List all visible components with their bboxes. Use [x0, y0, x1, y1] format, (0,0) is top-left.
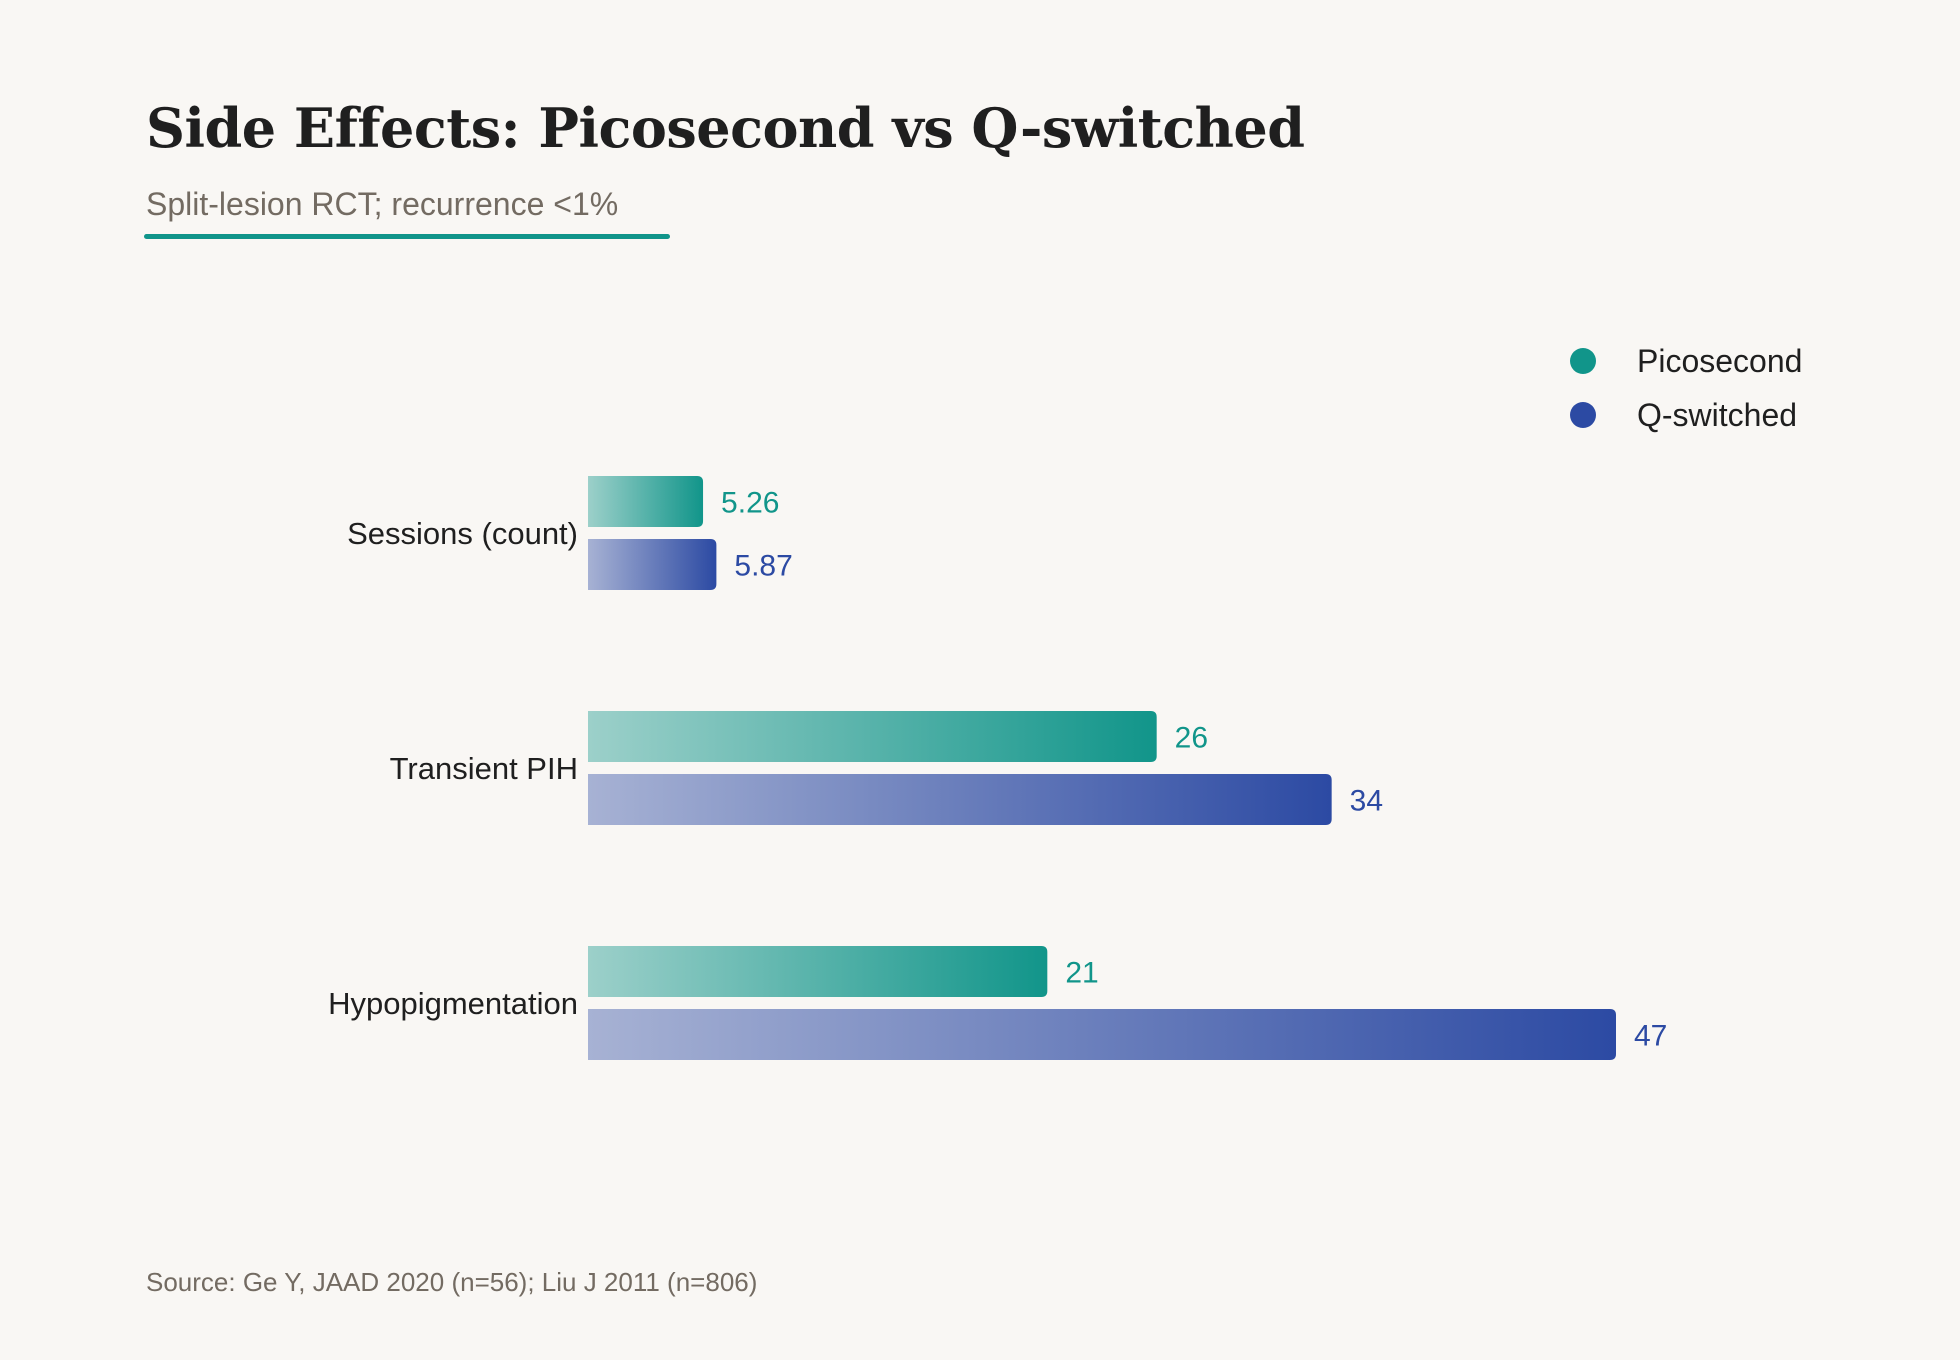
- bar-qswitched-1: [588, 774, 1332, 825]
- legend-label-0: Picosecond: [1637, 343, 1802, 379]
- legend-marker-1: [1570, 402, 1596, 428]
- category-label-0: Sessions (count): [347, 516, 578, 551]
- value-label-qswitched-0: 5.87: [734, 550, 792, 583]
- legend-marker-0: [1570, 348, 1596, 374]
- chart-title: Side Effects: Picosecond vs Q-switched: [146, 96, 1305, 160]
- bar-picosecond-1: [588, 711, 1157, 762]
- source-note: Source: Ge Y, JAAD 2020 (n=56); Liu J 20…: [146, 1267, 758, 1297]
- bar-picosecond-0: [588, 476, 704, 527]
- subtitle-underline: [144, 234, 670, 239]
- bar-qswitched-0: [588, 539, 717, 590]
- legend-label-1: Q-switched: [1637, 397, 1797, 433]
- value-label-picosecond-2: 21: [1065, 957, 1098, 990]
- category-label-2: Hypopigmentation: [328, 986, 578, 1021]
- bar-picosecond-2: [588, 946, 1048, 997]
- bar-qswitched-2: [588, 1009, 1616, 1060]
- value-label-qswitched-2: 47: [1634, 1020, 1667, 1053]
- plot-area: Sessions (count) 5.26 5.87 Transient PIH 26 3…: [328, 476, 1667, 1060]
- value-label-picosecond-0: 5.26: [721, 487, 779, 520]
- value-label-qswitched-1: 34: [1350, 785, 1383, 818]
- chart-subtitle: Split-lesion RCT; recurrence <1%: [146, 186, 619, 222]
- category-label-1: Transient PIH: [390, 751, 578, 786]
- value-label-picosecond-1: 26: [1175, 722, 1208, 755]
- chart-legend: Picosecond Q-switched: [1570, 343, 1802, 433]
